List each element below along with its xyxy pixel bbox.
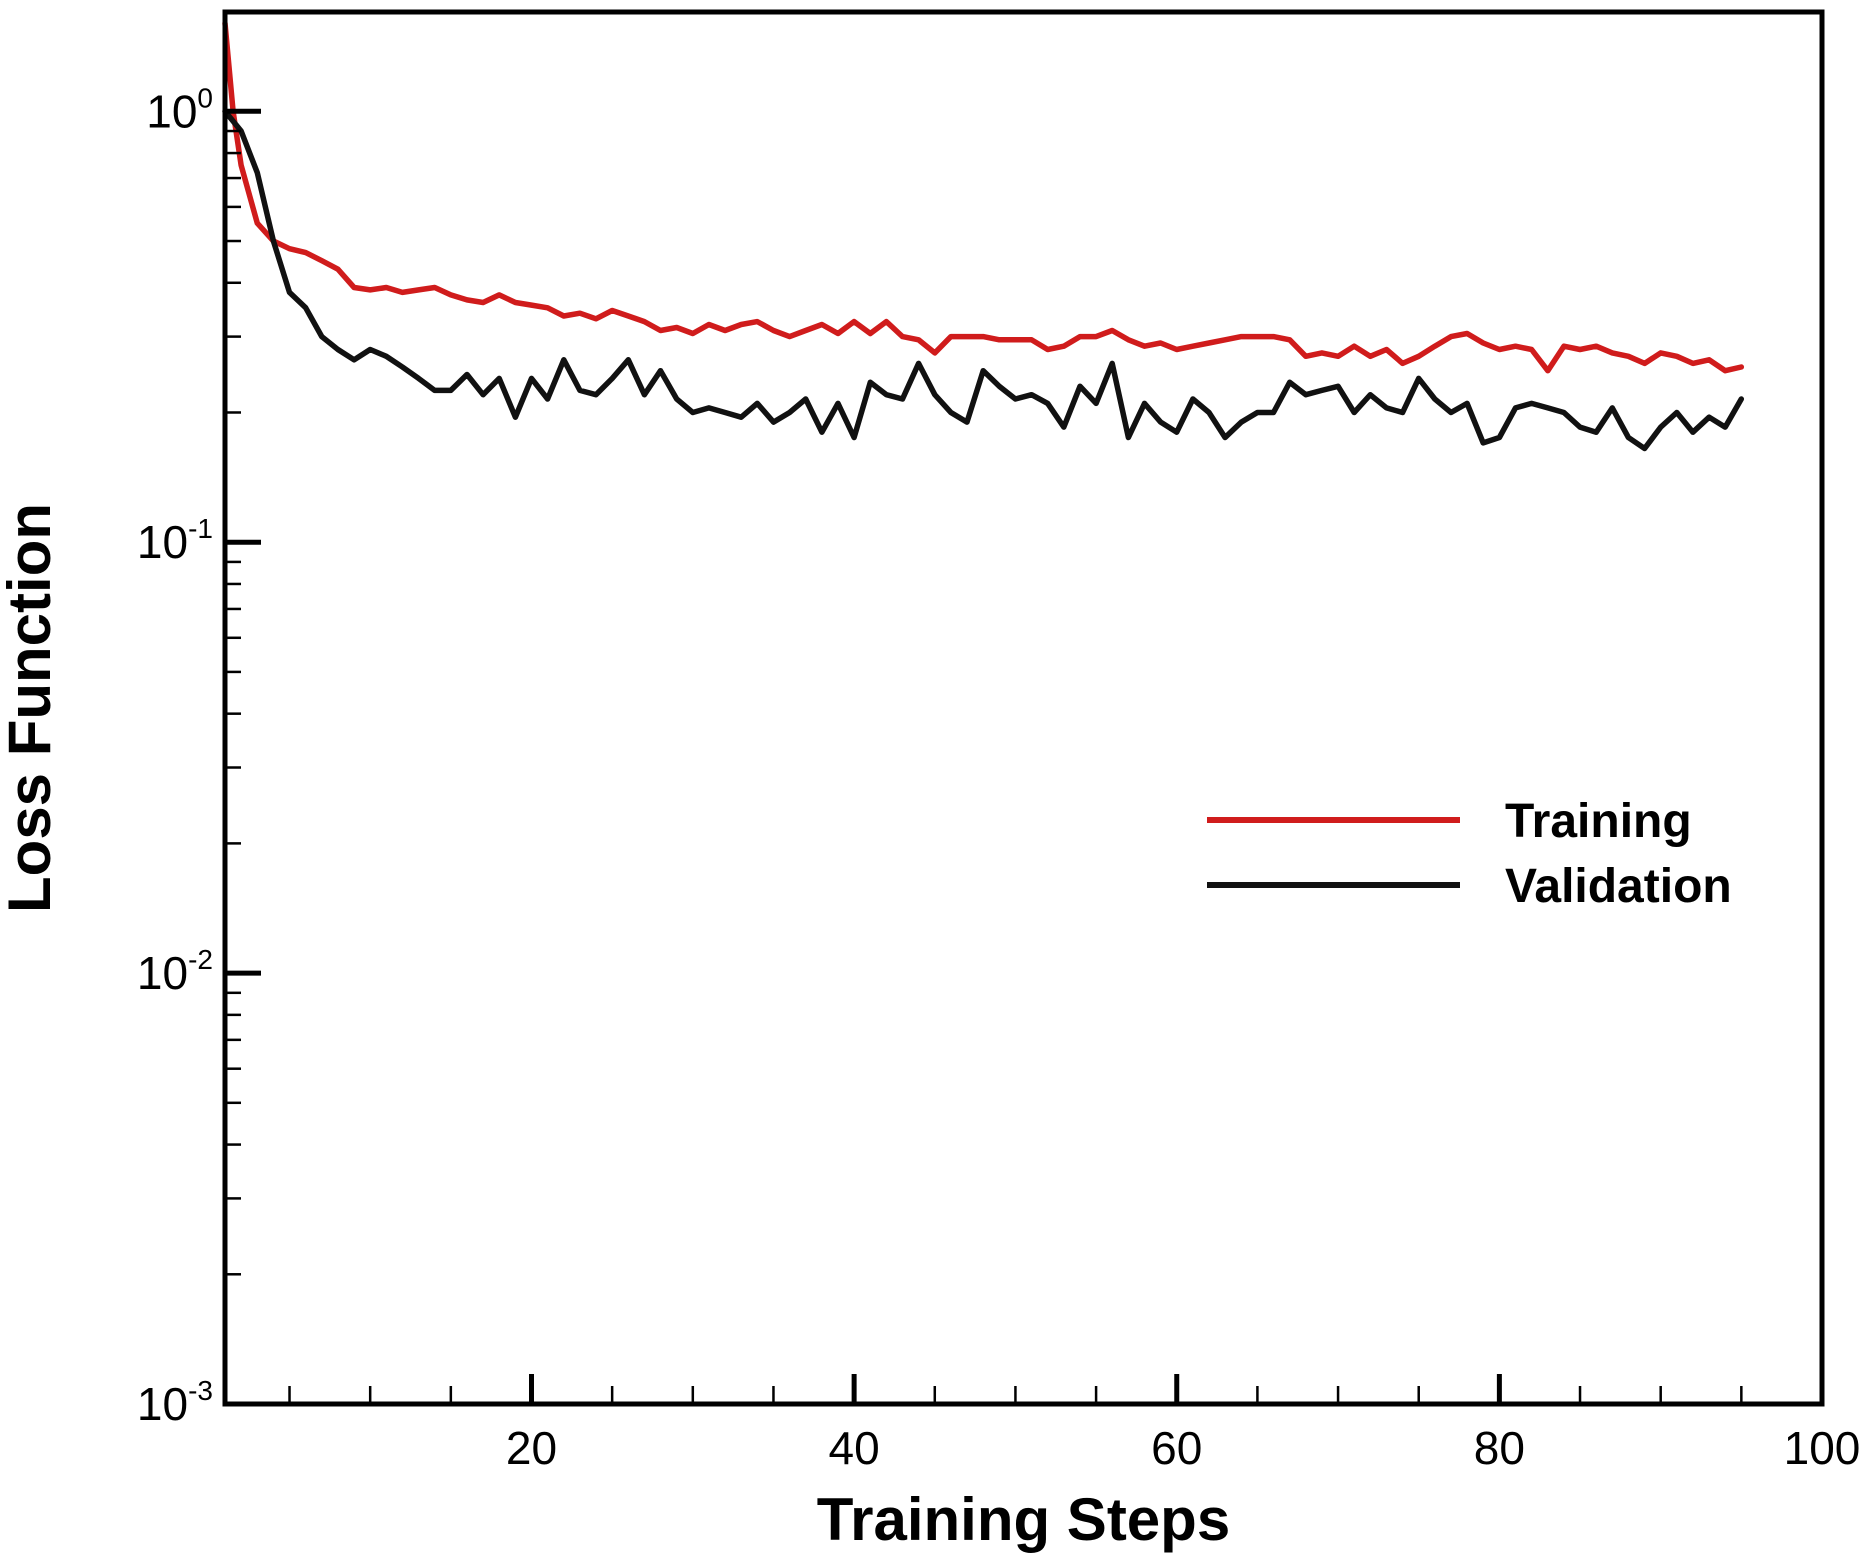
- y-tick-base: 10: [137, 1378, 188, 1430]
- legend-label-training: Training: [1505, 795, 1692, 848]
- x-tick-label: 100: [1784, 1422, 1861, 1474]
- y-tick-label: 10-2: [137, 944, 213, 999]
- legend: Training Validation: [1207, 795, 1732, 913]
- x-tick-label: 40: [829, 1422, 880, 1474]
- y-tick-base: 10: [146, 85, 197, 137]
- y-tick-label: 10-3: [137, 1375, 213, 1430]
- x-tick-label: 60: [1151, 1422, 1202, 1474]
- y-tick-exponent: -3: [188, 1375, 213, 1406]
- y-tick-label: 10-1: [137, 513, 213, 568]
- plot-frame: [222, 9, 1825, 1407]
- y-tick-base: 10: [137, 947, 188, 999]
- y-tick-label: 100: [146, 82, 213, 137]
- y-tick-base: 10: [137, 516, 188, 568]
- y-axis-title: Loss Function: [0, 503, 63, 913]
- series-line-training: [222, 20, 1745, 374]
- y-tick-exponent: -2: [188, 944, 213, 975]
- series-line-validation: [222, 108, 1745, 452]
- x-tick-label: 80: [1474, 1422, 1525, 1474]
- legend-label-validation: Validation: [1505, 860, 1732, 913]
- x-axis-title: Training Steps: [817, 1486, 1230, 1553]
- y-tick-exponent: 0: [197, 82, 213, 113]
- y-tick-exponent: -1: [188, 513, 213, 544]
- x-tick-label: 20: [506, 1422, 557, 1474]
- series-layer: [222, 20, 1745, 452]
